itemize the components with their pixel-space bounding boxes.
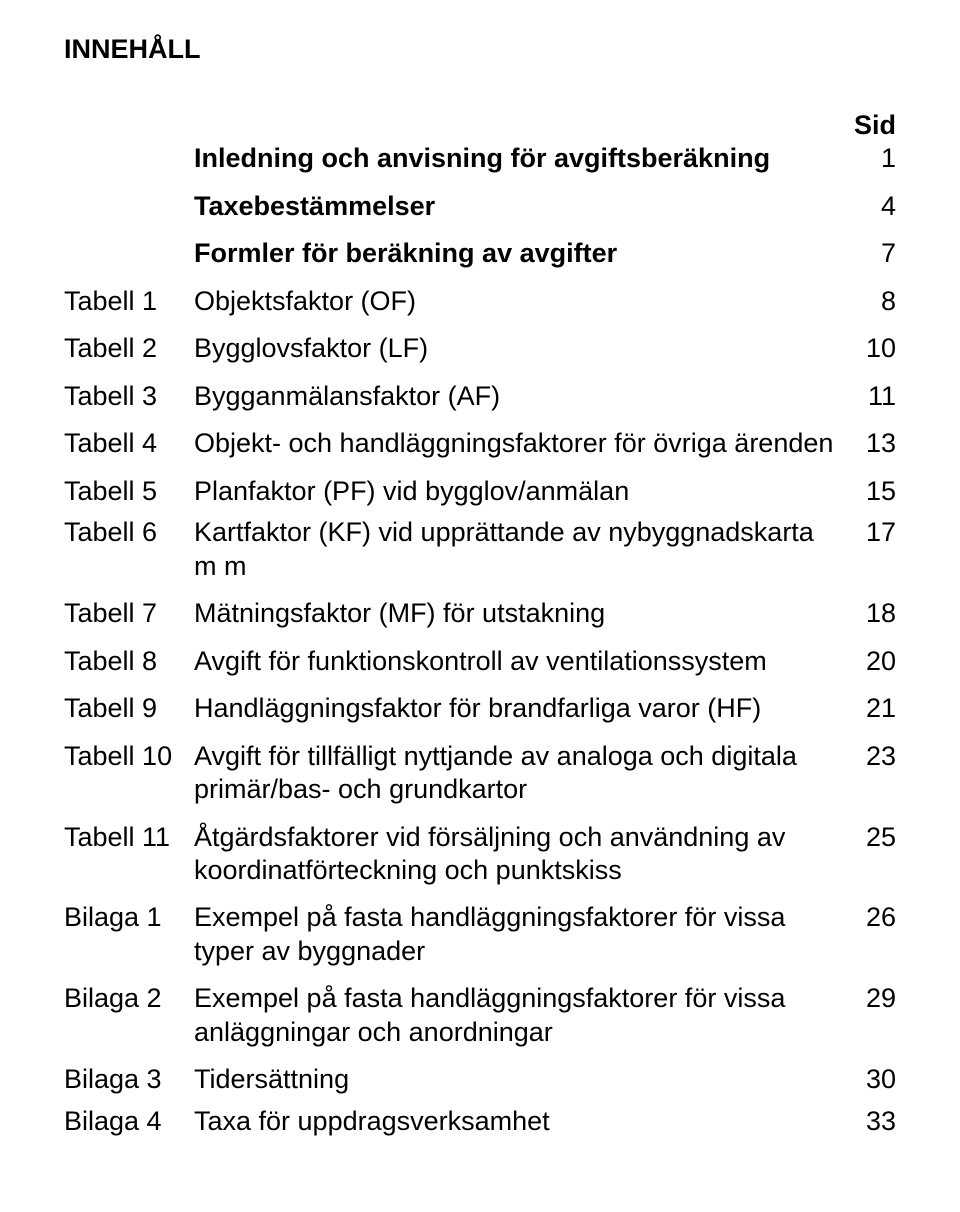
toc-label: Bilaga 3 <box>64 1064 162 1094</box>
toc-description: Bygganmälansfaktor (AF) <box>194 381 500 411</box>
row-spacer <box>64 508 896 516</box>
toc-row: Bilaga 4 Taxa för uppdragsverksamhet 33 <box>64 1105 896 1138</box>
toc-page-number: 23 <box>866 741 896 771</box>
toc-label: Tabell 5 <box>64 476 157 506</box>
toc-page-number: 8 <box>881 286 896 316</box>
row-spacer <box>64 1049 896 1063</box>
toc-page-number: 30 <box>866 1064 896 1094</box>
toc-page-number: 10 <box>866 333 896 363</box>
row-spacer <box>64 726 896 740</box>
toc-label: Tabell 8 <box>64 646 157 676</box>
toc-label: Tabell 2 <box>64 333 157 363</box>
toc-description: Objekt- och handläggningsfaktorer för öv… <box>194 428 833 458</box>
toc-description: Mätningsfaktor (MF) för utstakning <box>194 598 605 628</box>
toc-description: Tidersättning <box>194 1064 349 1094</box>
toc-row: Tabell 10 Avgift för tillfälligt nyttjand… <box>64 740 896 807</box>
toc-page-number: 25 <box>866 822 896 852</box>
toc-label: Bilaga 4 <box>64 1106 162 1136</box>
toc-label: Tabell 3 <box>64 381 157 411</box>
toc-page-number: 17 <box>866 517 896 547</box>
toc-row: Tabell 11 Åtgärdsfaktorer vid försäljning… <box>64 821 896 888</box>
toc-page-number: 1 <box>881 143 896 173</box>
row-spacer <box>64 223 896 237</box>
toc-label: Tabell 4 <box>64 428 157 458</box>
row-spacer <box>64 1097 896 1105</box>
row-spacer <box>64 176 896 190</box>
row-spacer <box>64 807 896 821</box>
toc-description: Exempel på fasta handläggningsfaktorer f… <box>194 902 785 965</box>
row-spacer <box>64 678 896 692</box>
toc-row: Tabell 7 Mätningsfaktor (MF) för utstakni… <box>64 597 896 630</box>
toc-description: Bygglovsfaktor (LF) <box>194 333 428 363</box>
row-spacer <box>64 318 896 332</box>
toc-table: Sid Inledning och anvisning för avgiftsb… <box>64 109 896 1138</box>
toc-row: Tabell 4 Objekt- och handläggningsfaktore… <box>64 427 896 460</box>
toc-label: Tabell 7 <box>64 598 157 628</box>
toc-page-number: 21 <box>866 693 896 723</box>
toc-description: Planfaktor (PF) vid bygglov/anmälan <box>194 476 629 506</box>
page-heading: INNEHÅLL <box>64 34 896 65</box>
toc-row: Bilaga 2 Exempel på fasta handläggningsfa… <box>64 982 896 1049</box>
toc-description: Exempel på fasta handläggningsfaktorer f… <box>194 983 785 1046</box>
toc-row: Tabell 9 Handläggningsfaktor för brandfar… <box>64 692 896 725</box>
toc-row: Inledning och anvisning för avgiftsberäk… <box>64 142 896 175</box>
row-spacer <box>64 366 896 380</box>
toc-page-number: 11 <box>868 381 896 411</box>
toc-page-number: 13 <box>866 428 896 458</box>
row-spacer <box>64 271 896 285</box>
toc-description: Avgift för tillfälligt nyttjande av anal… <box>194 741 797 804</box>
toc-description: Handläggningsfaktor för brandfarliga var… <box>194 693 761 723</box>
row-spacer <box>64 631 896 645</box>
toc-page-number: 29 <box>866 983 896 1013</box>
toc-description: Åtgärdsfaktorer vid försäljning och anvä… <box>194 822 785 885</box>
toc-row: Tabell 6 Kartfaktor (KF) vid upprättande … <box>64 516 896 583</box>
row-spacer <box>64 461 896 475</box>
toc-row: Bilaga 1 Exempel på fasta handläggningsfa… <box>64 901 896 968</box>
toc-description: Inledning och anvisning för avgiftsberäk… <box>194 143 770 173</box>
toc-label: Tabell 6 <box>64 517 157 547</box>
toc-row: Bilaga 3 Tidersättning 30 <box>64 1063 896 1096</box>
toc-description: Taxebestämmelser <box>194 191 435 221</box>
toc-row: Tabell 8 Avgift för funktionskontroll av … <box>64 645 896 678</box>
toc-page-number: 4 <box>881 191 896 221</box>
toc-row: Taxebestämmelser 4 <box>64 190 896 223</box>
toc-row: Tabell 5 Planfaktor (PF) vid bygglov/anmä… <box>64 475 896 508</box>
sid-header-row: Sid <box>64 109 896 142</box>
toc-page-number: 7 <box>881 238 896 268</box>
toc-label: Bilaga 2 <box>64 983 162 1013</box>
toc-page-number: 20 <box>866 646 896 676</box>
toc-description: Kartfaktor (KF) vid upprättande av nybyg… <box>194 517 814 580</box>
toc-label: Tabell 1 <box>64 286 157 316</box>
toc-description: Objektsfaktor (OF) <box>194 286 416 316</box>
row-spacer <box>64 968 896 982</box>
sid-label: Sid <box>854 110 896 140</box>
page: INNEHÅLL Sid Inledning och anvisning för… <box>0 0 960 1212</box>
row-spacer <box>64 413 896 427</box>
toc-row: Tabell 1 Objektsfaktor (OF) 8 <box>64 285 896 318</box>
row-spacer <box>64 887 896 901</box>
toc-row: Formler för beräkning av avgifter 7 <box>64 237 896 270</box>
toc-description: Formler för beräkning av avgifter <box>194 238 617 268</box>
toc-row: Tabell 2 Bygglovsfaktor (LF) 10 <box>64 332 896 365</box>
toc-page-number: 33 <box>866 1106 896 1136</box>
toc-description: Taxa för uppdragsverksamhet <box>194 1106 550 1136</box>
toc-label: Tabell 11 <box>64 822 170 852</box>
toc-description: Avgift för funktionskontroll av ventilat… <box>194 646 767 676</box>
toc-page-number: 18 <box>866 598 896 628</box>
toc-row: Tabell 3 Bygganmälansfaktor (AF) 11 <box>64 380 896 413</box>
toc-label: Bilaga 1 <box>64 902 162 932</box>
toc-page-number: 26 <box>866 902 896 932</box>
toc-label: Tabell 10 <box>64 741 172 771</box>
toc-page-number: 15 <box>866 476 896 506</box>
toc-label: Tabell 9 <box>64 693 157 723</box>
row-spacer <box>64 583 896 597</box>
